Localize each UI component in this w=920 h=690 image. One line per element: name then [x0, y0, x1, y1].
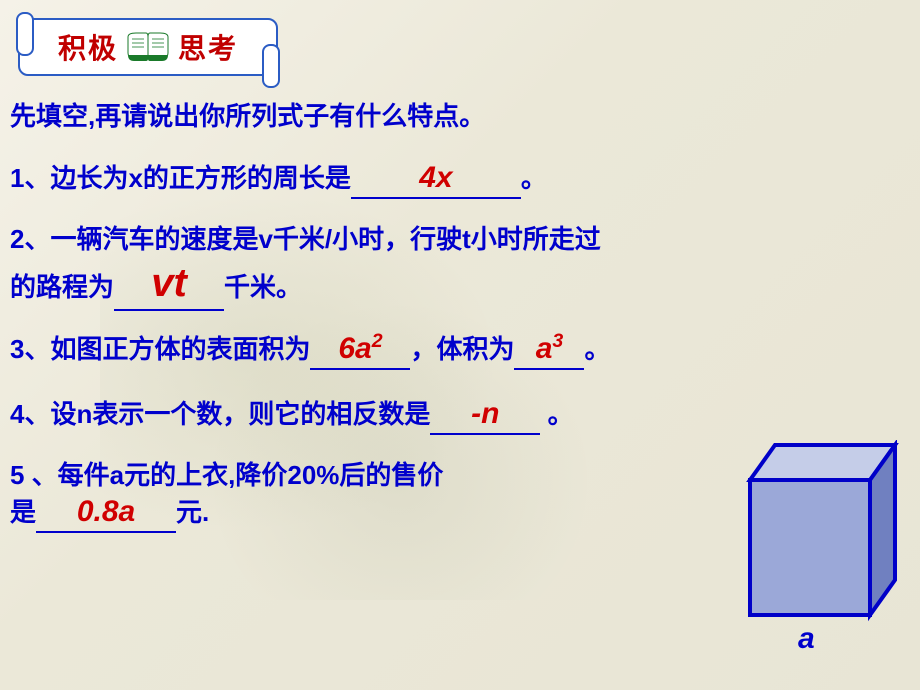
q5-line2-prefix: 是	[10, 497, 36, 527]
q5-answer: 0.8a	[77, 495, 135, 528]
q4-prefix: 4、设n表示一个数，则它的相反数是	[10, 399, 430, 429]
q3-mid: ，体积为	[410, 334, 514, 364]
cube-label: a	[798, 622, 815, 656]
q2-blank: vt	[114, 257, 224, 311]
q2-line2-prefix: 的路程为	[10, 272, 114, 302]
banner-text-right: 思考	[178, 27, 238, 67]
q1-prefix: 1、边长为x的正方形的周长是	[10, 163, 351, 193]
q3-blank2: a3	[514, 329, 584, 370]
q2-answer: vt	[151, 261, 187, 305]
q5-line2-suffix: 元.	[176, 497, 209, 527]
q4-blank: -n	[430, 394, 540, 435]
q1-blank: 4x	[351, 158, 521, 199]
q4-suffix: 。	[540, 399, 573, 429]
title-banner: 积极 思考	[18, 18, 278, 76]
cube-svg	[720, 440, 900, 630]
question-2: 2、一辆汽车的速度是v千米/小时，行驶t小时所走过 的路程为 vt 千米。	[10, 223, 910, 311]
q3-answer1: 6a2	[338, 332, 382, 365]
q1-answer: 4x	[419, 161, 452, 194]
book-icon	[126, 31, 170, 63]
q2-line1: 2、一辆汽车的速度是v千米/小时，行驶t小时所走过	[10, 223, 910, 257]
intro-text: 先填空,再请说出你所列式子有什么特点。	[10, 100, 910, 134]
q3-blank1: 6a2	[310, 329, 410, 370]
cube-figure: a	[720, 440, 900, 650]
q2-line2: 的路程为 vt 千米。	[10, 257, 910, 311]
q1-suffix: 。	[521, 163, 547, 193]
q4-answer: -n	[471, 397, 499, 430]
question-3: 3、如图正方体的表面积为 6a2 ，体积为 a3 。	[10, 329, 910, 370]
q3-prefix: 3、如图正方体的表面积为	[10, 334, 310, 364]
q2-line2-suffix: 千米。	[224, 272, 302, 302]
q3-suffix: 。	[584, 334, 610, 364]
q5-blank: 0.8a	[36, 492, 176, 533]
banner-text-left: 积极	[58, 27, 118, 67]
question-4: 4、设n表示一个数，则它的相反数是 -n 。	[10, 394, 910, 435]
question-1: 1、边长为x的正方形的周长是 4x 。	[10, 158, 910, 199]
q3-answer2: a3	[536, 332, 564, 365]
